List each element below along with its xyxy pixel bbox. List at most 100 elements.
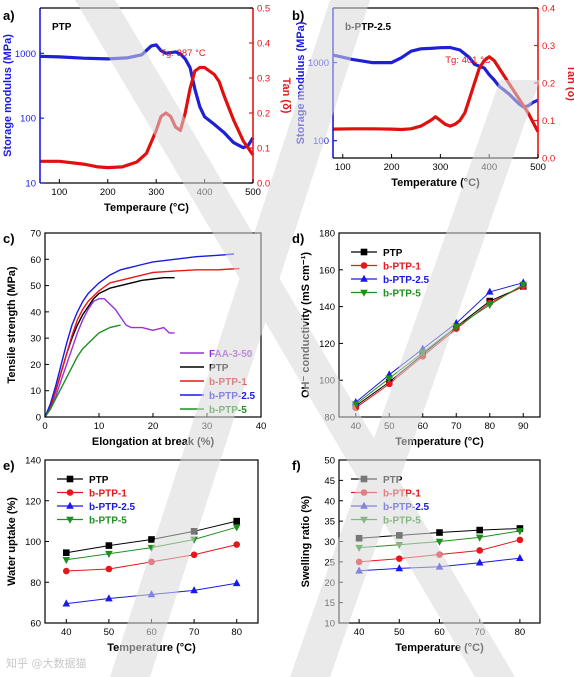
data-point-b-PTP-5 bbox=[485, 301, 494, 310]
data-point-b-PTP-5 bbox=[475, 534, 484, 542]
y-tick-label: 0 bbox=[36, 413, 41, 424]
watermark-text: 知乎 @大数据猫 bbox=[6, 657, 87, 670]
data-point-b-PTP-2.5 bbox=[62, 599, 71, 607]
x-tick-label: 70 bbox=[189, 627, 200, 638]
right-tick-label: 0.2 bbox=[542, 79, 555, 90]
x-tick-label: 70 bbox=[451, 421, 462, 432]
y-tick-label: 50 bbox=[324, 456, 335, 467]
data-point-b-PTP-5 bbox=[452, 324, 461, 332]
right-axis-title: Tan (δ) bbox=[565, 65, 574, 101]
y-tick-label: 160 bbox=[319, 265, 335, 276]
legend-label: b-PTP-1 bbox=[89, 489, 127, 500]
data-point-b-PTP-5 bbox=[351, 401, 360, 409]
x-tick-label: 40 bbox=[61, 627, 72, 638]
data-point-PTP bbox=[436, 529, 443, 536]
legend-label: PTP bbox=[89, 475, 109, 486]
tg-annotation: Tg: 387 °C bbox=[160, 48, 206, 59]
x-tick-label: 0 bbox=[42, 421, 47, 432]
chart-panel-a: a) 0.0 0.1 0.2 0.3 0.4 0.5 Tan (δ) 10 100 1000Stor… bbox=[2, 4, 292, 215]
right-tick-label: 0.5 bbox=[257, 4, 270, 15]
x-tick-label: 50 bbox=[104, 627, 115, 638]
data-point-b-PTP-2.5 bbox=[232, 578, 241, 587]
x-tick-label: 20 bbox=[148, 421, 159, 432]
watermark-stroke-3 bbox=[290, 80, 540, 677]
x-tick-label: 300 bbox=[148, 187, 164, 198]
series-line-b-PTP-5 bbox=[44, 324, 121, 418]
x-tick-label: 80 bbox=[231, 627, 242, 638]
series-line-b-PTP-1 bbox=[44, 267, 240, 418]
left-tick-label: 100 bbox=[20, 114, 36, 125]
legend-marker bbox=[66, 489, 74, 496]
x-tick-label: 80 bbox=[515, 627, 526, 638]
watermark-shapes bbox=[75, 0, 540, 677]
right-axis-title: Tan (δ) bbox=[280, 78, 292, 114]
plot-frame bbox=[338, 232, 541, 418]
y-tick-label: 30 bbox=[324, 537, 335, 548]
panel-label: b) bbox=[292, 8, 304, 23]
right-tick-label: 0.2 bbox=[257, 109, 270, 120]
data-point-b-PTP-1 bbox=[105, 565, 113, 573]
data-point-b-PTP-1 bbox=[385, 380, 393, 388]
watermark-stroke-2 bbox=[110, 0, 370, 677]
data-point-b-PTP-1 bbox=[190, 551, 198, 559]
x-axis-title: Temperature (°C) bbox=[391, 177, 480, 189]
data-point-b-PTP-5 bbox=[435, 538, 444, 546]
x-axis-title: Elongation at break (%) bbox=[92, 436, 215, 448]
inset-label: PTP bbox=[52, 22, 72, 33]
data-point-b-PTP-5 bbox=[516, 528, 524, 536]
x-tick-label: 80 bbox=[484, 421, 495, 432]
y-axis-title: Water uptake (%) bbox=[6, 497, 18, 586]
right-tick-label: 0.1 bbox=[257, 144, 270, 155]
data-point-b-PTP-1 bbox=[63, 567, 70, 575]
x-tick-label: 50 bbox=[394, 627, 405, 638]
right-tick-label: 0.4 bbox=[257, 39, 270, 50]
panel-label: c) bbox=[3, 231, 15, 246]
legend-label: b-PTP-5 bbox=[89, 516, 127, 527]
y-tick-label: 70 bbox=[30, 229, 41, 240]
x-tick-label: 200 bbox=[384, 162, 400, 173]
panel-label: e) bbox=[3, 458, 15, 473]
data-point-PTP bbox=[148, 536, 155, 543]
panel-label: a) bbox=[3, 8, 15, 23]
data-point-b-PTP-2.5 bbox=[395, 564, 404, 572]
x-tick-label: 100 bbox=[51, 187, 67, 198]
legend-label: PTP bbox=[383, 248, 403, 259]
data-point-b-PTP-1 bbox=[396, 555, 403, 562]
tan-delta-line bbox=[332, 55, 540, 133]
right-tick-label: 0.3 bbox=[257, 74, 270, 85]
y-tick-label: 140 bbox=[25, 456, 41, 467]
x-tick-label: 500 bbox=[245, 187, 261, 198]
y-tick-label: 50 bbox=[30, 281, 41, 292]
x-tick-label: 60 bbox=[434, 627, 445, 638]
left-tick-label: 10 bbox=[25, 179, 36, 190]
y-axis-title: Tensile strength (MPa) bbox=[6, 266, 18, 383]
series-line-b-PTP-2.5 bbox=[44, 253, 235, 418]
left-tick-label: 1000 bbox=[15, 49, 36, 60]
data-point-b-PTP-1 bbox=[516, 536, 524, 544]
right-tick-label: 0.0 bbox=[257, 179, 270, 190]
legend-marker bbox=[360, 248, 368, 256]
legend-marker bbox=[360, 274, 368, 282]
data-point-PTP bbox=[476, 526, 483, 534]
y-tick-label: 60 bbox=[30, 619, 41, 630]
series-line-PTP bbox=[44, 277, 175, 418]
legend-marker bbox=[360, 289, 368, 297]
y-tick-label: 140 bbox=[319, 302, 335, 313]
y-tick-label: 40 bbox=[324, 496, 335, 507]
data-point-b-PTP-1 bbox=[233, 541, 240, 548]
y-axis-title: Swelling ratio (%) bbox=[300, 495, 312, 587]
left-axis-title: Storage modulus (MPa) bbox=[2, 34, 14, 157]
x-tick-label: 100 bbox=[335, 162, 351, 173]
y-tick-label: 60 bbox=[30, 255, 41, 266]
y-tick-label: 45 bbox=[324, 476, 335, 487]
y-tick-label: 25 bbox=[324, 557, 335, 568]
panel-label: f) bbox=[292, 458, 301, 473]
x-tick-label: 90 bbox=[518, 421, 529, 432]
data-point-b-PTP-2.5 bbox=[485, 287, 494, 295]
data-point-b-PTP-5 bbox=[519, 281, 528, 289]
y-tick-label: 30 bbox=[30, 334, 41, 345]
data-point-b-PTP-2.5 bbox=[475, 558, 484, 566]
y-tick-label: 180 bbox=[319, 229, 335, 240]
data-point-PTP bbox=[105, 542, 113, 549]
